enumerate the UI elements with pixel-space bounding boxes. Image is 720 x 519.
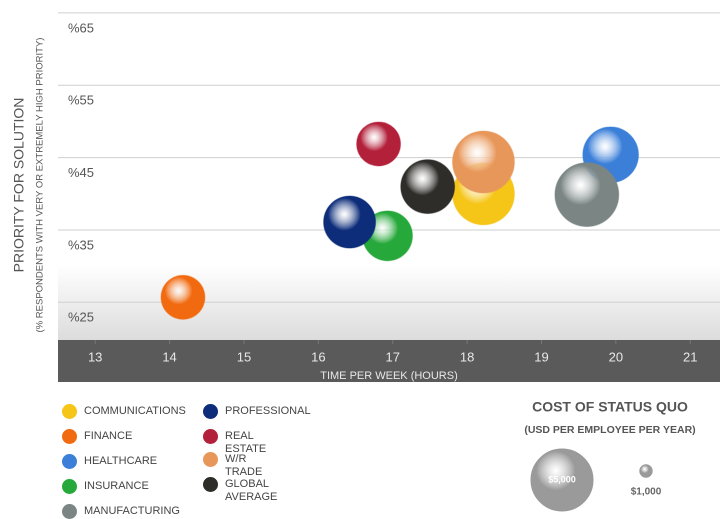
size-legend-bubble [639, 464, 653, 478]
legend-item: FINANCE [62, 429, 182, 444]
y-tick-label: %55 [68, 93, 94, 108]
legend-swatch [62, 404, 77, 419]
legend-label: COMMUNICATIONS [84, 405, 186, 417]
legend-item: W/R TRADE [203, 452, 323, 479]
x-tick-label: 18 [460, 349, 474, 364]
legend-item: MANUFACTURING [62, 504, 182, 519]
legend-item: REAL ESTATE [203, 429, 323, 456]
x-tick-label: 20 [609, 349, 623, 364]
x-tick-label: 16 [311, 349, 325, 364]
y-tick-label: %35 [68, 237, 94, 252]
legend-label: HEALTHCARE [84, 455, 158, 467]
bubble [160, 274, 206, 320]
size-legend-bubble [530, 448, 594, 512]
legend-swatch [62, 479, 77, 494]
legend-item: COMMUNICATIONS [62, 404, 186, 419]
legend-label: W/R TRADE [225, 453, 263, 478]
legend-label: INSURANCE [84, 480, 149, 492]
x-tick-label: 13 [88, 349, 102, 364]
legend-label: GLOBAL AVERAGE [225, 478, 278, 503]
legend-label: REAL ESTATE [225, 430, 267, 455]
legend-item: PROFESSIONAL [203, 404, 323, 419]
bubble [356, 121, 402, 167]
size-legend-subtitle: (USD PER EMPLOYEE PER YEAR) [524, 424, 695, 436]
x-tick-label: 17 [385, 349, 399, 364]
legend-swatch [62, 454, 77, 469]
x-tick-label: 19 [534, 349, 548, 364]
y-axis-label: PRIORITY FOR SOLUTION [11, 98, 27, 273]
legend-swatch [203, 477, 218, 492]
legend-swatch [203, 429, 218, 444]
legend-item: GLOBAL AVERAGE [203, 477, 323, 504]
x-tick-label: 14 [162, 349, 176, 364]
x-tick-label: 21 [683, 349, 697, 364]
bubble [451, 130, 515, 194]
size-legend-title: COST OF STATUS QUO [532, 399, 688, 415]
legend-swatch [203, 404, 218, 419]
legend-label: MANUFACTURING [84, 505, 180, 517]
y-axis-sublabel: (% RESPONDENTS WITH VERY OR EXTREMELY HI… [35, 38, 46, 333]
bubble [400, 159, 456, 215]
legend-label: FINANCE [84, 430, 133, 442]
legend-swatch [203, 452, 218, 467]
bubble [554, 162, 620, 228]
x-axis-band [58, 340, 720, 382]
bubble [323, 195, 377, 249]
legend-item: INSURANCE [62, 479, 182, 494]
legend-swatch [62, 429, 77, 444]
x-axis-label: TIME PER WEEK (HOURS) [320, 370, 458, 382]
x-tick-label: 15 [237, 349, 251, 364]
y-tick-label: %65 [68, 20, 94, 35]
y-tick-label: %45 [68, 165, 94, 180]
size-legend-label: $1,000 [631, 487, 662, 498]
size-legend-label: $5,000 [548, 474, 576, 484]
legend-item: HEALTHCARE [62, 454, 182, 469]
y-tick-label: %25 [68, 310, 94, 325]
legend-swatch [62, 504, 77, 519]
legend-label: PROFESSIONAL [225, 405, 311, 417]
